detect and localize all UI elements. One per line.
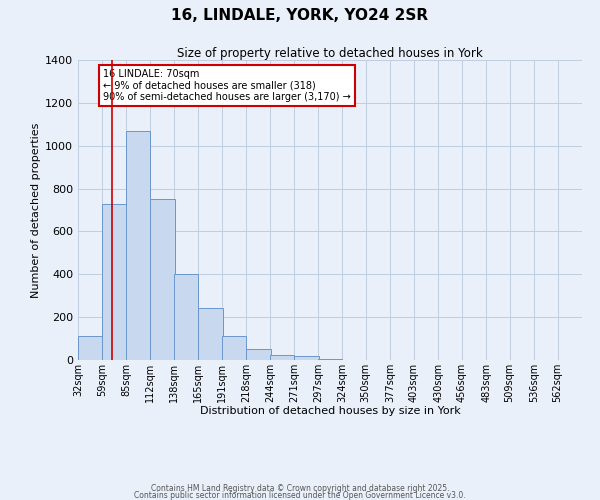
Text: Contains HM Land Registry data © Crown copyright and database right 2025.: Contains HM Land Registry data © Crown c… — [151, 484, 449, 493]
Text: 16 LINDALE: 70sqm
← 9% of detached houses are smaller (318)
90% of semi-detached: 16 LINDALE: 70sqm ← 9% of detached house… — [103, 69, 351, 102]
Text: 16, LINDALE, YORK, YO24 2SR: 16, LINDALE, YORK, YO24 2SR — [172, 8, 428, 22]
Title: Size of property relative to detached houses in York: Size of property relative to detached ho… — [177, 47, 483, 60]
Bar — [247, 350, 271, 360]
Bar — [318, 359, 342, 360]
Bar — [174, 274, 199, 360]
Y-axis label: Number of detached properties: Number of detached properties — [31, 122, 41, 298]
Bar — [151, 200, 175, 360]
Bar — [126, 130, 151, 360]
Bar — [222, 336, 247, 360]
Bar — [78, 336, 103, 360]
Bar — [294, 356, 319, 360]
Bar — [103, 204, 127, 360]
X-axis label: Distribution of detached houses by size in York: Distribution of detached houses by size … — [200, 406, 460, 416]
Text: Contains public sector information licensed under the Open Government Licence v3: Contains public sector information licen… — [134, 490, 466, 500]
Bar — [270, 354, 294, 360]
Bar — [199, 308, 223, 360]
